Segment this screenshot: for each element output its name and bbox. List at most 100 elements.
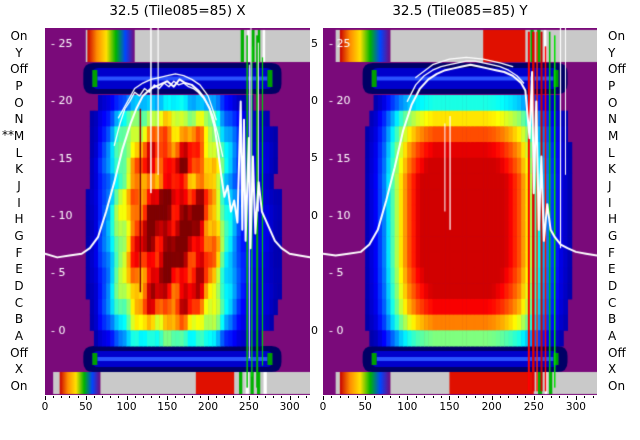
row-label-off-19: Off (10, 345, 28, 360)
row-label-on-0: On (10, 28, 28, 43)
x-minor-tick (457, 396, 459, 398)
x-minor-tick (559, 396, 561, 398)
x-minor-tick (175, 396, 177, 398)
row-label-off-2: Off (10, 62, 28, 77)
x-minor-tick (151, 396, 152, 398)
x-minor-tick (273, 396, 275, 398)
x-minor-tick (305, 396, 307, 398)
x-major-tick (407, 396, 409, 400)
x-tick-label: 100 (116, 401, 137, 413)
row-label-off-19: Off (608, 345, 626, 360)
row-label-g-12: G (14, 229, 24, 244)
row-label-off-2: Off (608, 62, 626, 77)
row-label-j-9: J (17, 178, 21, 193)
row-label-on-21: On (608, 379, 626, 394)
x-tick-label: 250 (238, 401, 259, 413)
x-minor-tick (525, 396, 527, 398)
x-major-tick (323, 396, 324, 400)
x-tick-label: 250 (523, 401, 544, 413)
x-minor-tick (432, 396, 434, 398)
mid-axis-tick-label: 0 (311, 323, 318, 337)
x-minor-tick (110, 396, 112, 398)
x-major-tick (365, 396, 367, 400)
right-heatmap-plot (323, 28, 597, 395)
row-label-h-11: H (14, 212, 24, 227)
x-minor-tick (339, 396, 341, 398)
x-major-tick (45, 396, 46, 400)
x-tick-label: 200 (481, 401, 502, 413)
x-minor-tick (356, 396, 358, 398)
x-tick-label: 50 (358, 401, 372, 413)
x-minor-tick (508, 396, 510, 398)
left-plot-title: 32.5 (Tile085=85) X (109, 3, 246, 19)
row-label-x-20: X (14, 362, 24, 377)
left-heatmap-plot (45, 28, 310, 395)
x-minor-tick (398, 396, 400, 398)
row-label-m-6: M (608, 128, 619, 143)
x-minor-tick (93, 396, 95, 398)
x-tick-label: 300 (279, 401, 300, 413)
row-label-a-18: A (14, 329, 24, 344)
x-minor-tick (331, 396, 333, 398)
x-minor-tick (483, 396, 485, 398)
row-label-n-5: N (608, 112, 617, 127)
x-minor-tick (592, 396, 594, 398)
x-minor-tick (77, 396, 79, 398)
x-minor-tick (183, 396, 185, 398)
row-label-b-17: B (608, 312, 617, 327)
x-tick-label: 50 (79, 401, 93, 413)
row-label-l-7: L (608, 145, 615, 160)
x-minor-tick (500, 396, 502, 398)
x-tick-label: 150 (157, 401, 178, 413)
x-minor-tick (584, 396, 586, 398)
x-tick-label: 0 (319, 401, 327, 413)
x-minor-tick (118, 396, 120, 398)
x-minor-tick (382, 396, 383, 398)
x-minor-tick (216, 396, 218, 398)
row-label-on-21: On (10, 379, 28, 394)
x-minor-tick (134, 396, 136, 398)
row-label-f-13: F (608, 245, 615, 260)
star-marker: ** (2, 128, 14, 142)
x-tick-label: 0 (41, 401, 49, 413)
x-major-tick (575, 396, 577, 400)
row-label-d-15: D (608, 279, 618, 294)
row-label-y-1: Y (608, 45, 616, 60)
x-major-tick (126, 396, 128, 400)
x-tick-label: 200 (198, 401, 219, 413)
row-label-c-16: C (14, 295, 24, 310)
x-major-tick (208, 396, 210, 400)
x-minor-tick (415, 396, 417, 398)
x-major-tick (85, 396, 87, 400)
x-major-tick (248, 396, 250, 400)
x-minor-tick (102, 396, 104, 398)
row-label-k-8: K (608, 162, 616, 177)
row-label-c-16: C (608, 295, 617, 310)
right-plot-title: 32.5 (Tile085=85) Y (392, 3, 528, 19)
row-label-y-1: Y (15, 45, 23, 60)
x-minor-tick (232, 396, 234, 398)
x-minor-tick (257, 396, 258, 398)
x-minor-tick (199, 396, 201, 398)
x-tick-label: 300 (565, 401, 586, 413)
x-minor-tick (297, 396, 299, 398)
x-minor-tick (466, 396, 468, 398)
row-label-b-17: B (14, 312, 24, 327)
x-minor-tick (516, 396, 518, 398)
x-minor-tick (240, 396, 242, 398)
x-major-tick (449, 396, 451, 400)
x-minor-tick (567, 396, 569, 398)
x-minor-tick (159, 396, 161, 398)
x-minor-tick (265, 396, 267, 398)
x-minor-tick (224, 396, 226, 398)
row-label-j-9: J (608, 178, 612, 193)
x-minor-tick (542, 396, 544, 398)
x-minor-tick (474, 396, 476, 398)
x-minor-tick (61, 396, 63, 398)
row-label-d-15: D (14, 279, 24, 294)
x-tick-label: 150 (439, 401, 460, 413)
row-label-p-3: P (608, 78, 616, 93)
row-label-on-0: On (608, 28, 626, 43)
row-label-i-10: I (17, 195, 21, 210)
